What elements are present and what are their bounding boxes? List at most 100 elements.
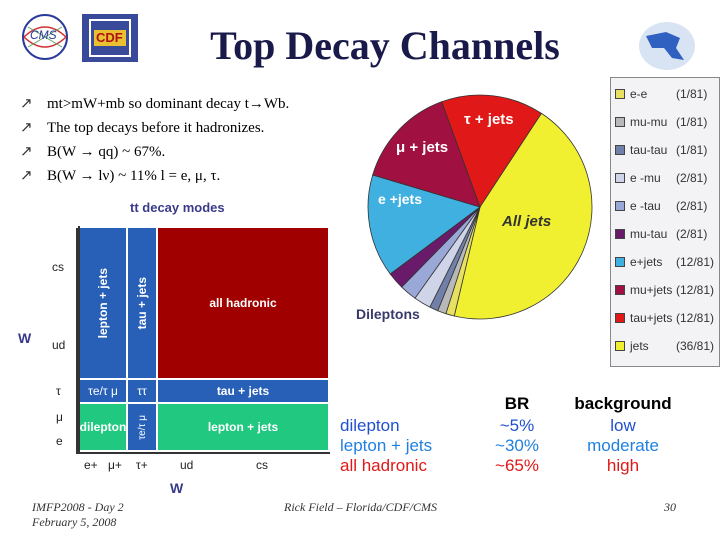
page-number: 30 (664, 500, 676, 514)
legend-label: e+jets (630, 255, 663, 269)
pie-label-e-jets: e +jets (378, 191, 422, 207)
grid-title: tt decay modes (130, 200, 225, 215)
cms-logo: CMS (16, 12, 74, 62)
dilepton-cell: dilepton (80, 404, 126, 450)
lepton-jets-cell: lepton + jets (158, 404, 328, 450)
legend-label: mu+jets (630, 283, 673, 297)
legend-swatch (615, 313, 625, 323)
florida-logo (636, 18, 698, 74)
bullet-item: ↗ B(W → qq) ~ 67%. (20, 140, 350, 164)
legend-label: tau+jets (630, 311, 673, 325)
legend-item: e+jets (12/81) (615, 252, 719, 272)
legend-item: jets (36/81) (615, 336, 719, 356)
legend-value: (2/81) (676, 171, 708, 185)
legend-value: (1/81) (676, 143, 708, 157)
legend-label: e-e (630, 87, 648, 101)
row-br-dilepton: ~5% (499, 416, 535, 435)
x-label-mu: μ+ (108, 458, 122, 472)
pie-slice-mu-jets (372, 101, 481, 208)
legend-label: mu-tau (630, 227, 668, 241)
legend-item: e-e (1/81) (615, 84, 719, 104)
x-label-e: e+ (84, 458, 98, 472)
legend-item: mu+jets (12/81) (615, 280, 719, 300)
legend-label: e -mu (630, 171, 661, 185)
legend-swatch (615, 201, 625, 211)
legend-label: jets (630, 339, 649, 353)
tau-e-mu-cell: τe/τ μ (80, 380, 126, 402)
x-label-cs: cs (256, 458, 268, 472)
legend-swatch (615, 285, 625, 295)
legend-swatch (615, 117, 625, 127)
legend-swatch (615, 173, 625, 183)
grid-y-axis-line (76, 228, 78, 454)
br-table: BR background dilepton ~5% low lepton + … (336, 390, 720, 482)
legend-item: e -tau (2/81) (615, 196, 719, 216)
pie-chart-panel: τ + jets μ + jets e +jets All jets Dilep… (352, 77, 610, 367)
arrow-bullet-icon: ↗ (20, 144, 33, 160)
arrow-bullet-icon: ↗ (20, 120, 33, 136)
arrow-bullet-icon: ↗ (20, 168, 33, 184)
cdf-logo-text: CDF (96, 30, 123, 45)
y-label-e: e (56, 434, 63, 448)
pie-label-dileptons: Dileptons (356, 306, 420, 322)
legend-swatch (615, 257, 625, 267)
tau-e-mu-small-cell: τe/τ μ (128, 404, 156, 450)
decay-grid (78, 226, 340, 454)
tau-tau-cell: ττ (128, 380, 156, 402)
row-bg-all-hadronic: high (606, 456, 640, 475)
legend-item: mu-tau (2/81) (615, 224, 719, 244)
legend-value: (1/81) (676, 87, 708, 101)
legend-value: (2/81) (676, 199, 708, 213)
lepton-jets-vertical-cell: lepton + jets (80, 228, 126, 378)
legend-label: mu-mu (630, 115, 668, 129)
pie-slice-tau-jets (441, 94, 543, 208)
legend-swatch (615, 89, 625, 99)
pie-chart (367, 94, 593, 320)
pie-legend: e-e (1/81) mu-mu (1/81) tau-tau (1/81) e -mu (2… (610, 77, 720, 367)
pie-slice-e-jets (367, 174, 481, 275)
grid-y-axis (78, 226, 80, 454)
row-br-lepton-jets: ~30% (495, 436, 539, 455)
background-header: background (574, 394, 672, 413)
row-name-dilepton: dilepton (340, 416, 400, 435)
legend-item: tau-tau (1/81) (615, 140, 719, 160)
legend-swatch (615, 229, 625, 239)
legend-value: (36/81) (676, 339, 715, 353)
pie-label-tau-jets: τ + jets (464, 111, 514, 128)
cdf-logo: CDF (80, 12, 140, 64)
row-bg-lepton-jets: moderate (587, 436, 659, 455)
footer-date: IMFP2008 - Day 2 February 5, 2008 (32, 500, 124, 530)
bullet-item: ↗ B(W → lν) ~ 11% l = e, μ, τ. (20, 164, 350, 188)
x-label-tau: τ+ (136, 458, 148, 472)
pie-slice-jets (453, 112, 593, 320)
legend-value: (2/81) (676, 227, 708, 241)
row-bg-dilepton: low (610, 416, 636, 435)
bullet-list: ↗ mt>mW+mb so dominant decay t→Wb. ↗ The t… (20, 92, 350, 188)
footer-event: IMFP2008 - Day 2 (32, 500, 124, 514)
cms-logo-text: CMS (30, 28, 57, 42)
bullet-item: ↗ mt>mW+mb so dominant decay t→Wb. (20, 92, 350, 116)
y-label-tau: τ (56, 384, 61, 398)
y-label-ud: ud (52, 338, 66, 352)
arrow-bullet-icon: ↗ (20, 96, 33, 112)
legend-item: tau+jets (12/81) (615, 308, 719, 328)
br-header: BR (504, 394, 530, 413)
row-name-lepton-jets: lepton + jets (340, 436, 433, 455)
legend-item: mu-mu (1/81) (615, 112, 719, 132)
legend-swatch (615, 341, 625, 351)
y-axis-title: W (18, 330, 32, 346)
tau-jets-cell: tau + jets (158, 380, 328, 402)
pie-label-mu-jets: μ + jets (396, 139, 449, 156)
legend-value: (12/81) (676, 255, 715, 269)
bullet-item: ↗ The top decays before it hadronizes. (20, 116, 350, 140)
row-br-all-hadronic: ~65% (495, 456, 539, 475)
slide-title: Top Decay Channels (210, 23, 560, 68)
y-label-cs: cs (52, 260, 64, 274)
pie-label-all-jets: All jets (502, 213, 552, 230)
all-hadronic-cell: all hadronic (158, 228, 328, 378)
legend-label: tau-tau (630, 143, 668, 157)
legend-item: e -mu (2/81) (615, 168, 719, 188)
footer-author: Rick Field – Florida/CDF/CMS (284, 500, 437, 514)
row-name-all-hadronic: all hadronic (340, 456, 427, 475)
grid-x-axis (76, 452, 330, 454)
